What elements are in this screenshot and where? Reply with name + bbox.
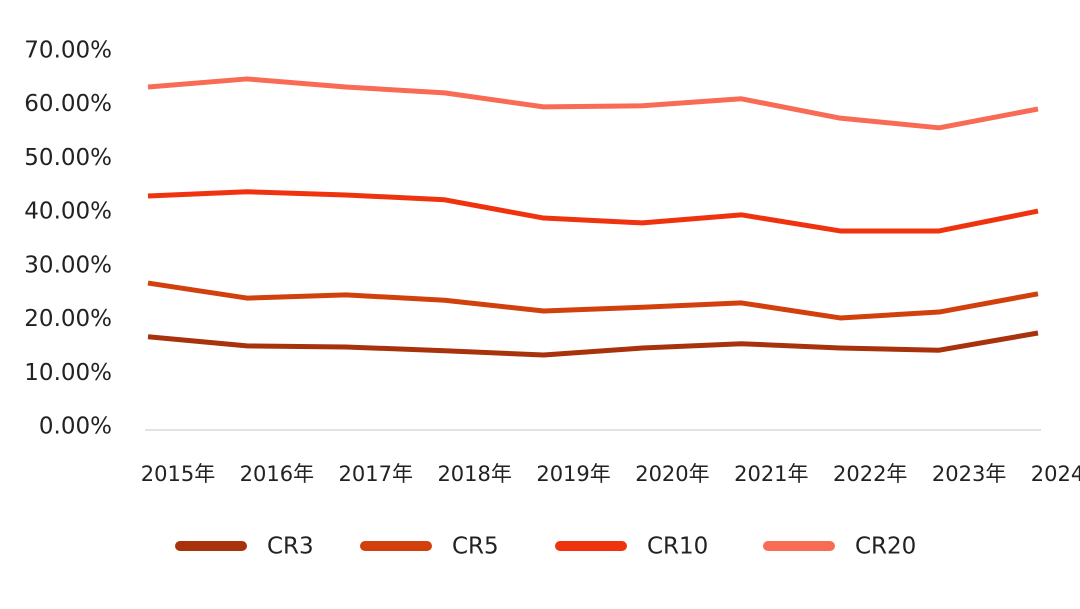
y-tick-label: 40.00% [24,199,112,225]
x-tick-label: 2024年 [1031,462,1080,486]
x-tick-label: 2023年 [932,462,1006,486]
x-tick-label: 2022年 [833,462,907,486]
x-tick-label: 2019年 [536,462,610,486]
line-series [147,76,1039,131]
x-tick-label: 2018年 [437,462,511,486]
line-series [147,330,1039,358]
line-series [147,280,1039,321]
legend-label: CR3 [267,534,314,560]
y-tick-label: 30.00% [24,252,112,278]
legend-label: CR5 [452,534,499,560]
line-series [147,189,1039,234]
x-tick-label: 2015年 [141,462,215,486]
legend-label: CR10 [647,534,708,560]
y-tick-label: 10.00% [24,360,112,386]
y-tick-label: 70.00% [24,38,112,64]
x-tick-label: 2016年 [240,462,314,486]
y-tick-label: 60.00% [24,91,112,117]
legend-label: CR20 [855,534,916,560]
y-tick-label: 50.00% [24,145,112,171]
x-tick-label: 2017年 [339,462,413,486]
y-tick-label: 20.00% [24,306,112,332]
x-tick-label: 2021年 [734,462,808,486]
y-tick-label: 0.00% [39,414,112,440]
x-tick-label: 2020年 [635,462,709,486]
